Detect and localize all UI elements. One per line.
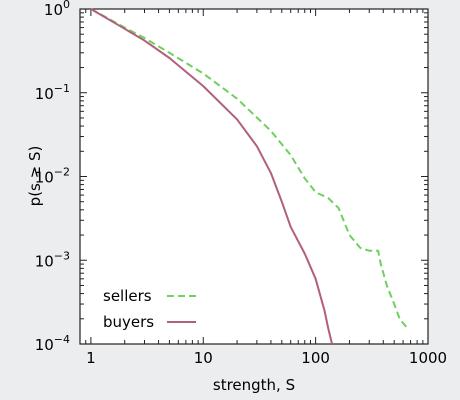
- series-line-buyers: [90, 8, 334, 345]
- x-tick-label: 10: [194, 349, 213, 367]
- x-axis-label: strength, S: [213, 376, 295, 394]
- y-tick-label: 100: [44, 0, 70, 19]
- y-tick-label: 10−1: [35, 82, 70, 103]
- series-layer: [90, 8, 407, 345]
- x-tick-label: 1000: [409, 349, 447, 367]
- y-axis-label: p(s ≥ S): [26, 146, 44, 207]
- legend-label-sellers: sellers: [103, 287, 152, 305]
- legend: sellers buyers: [103, 287, 196, 331]
- series-line-sellers: [90, 8, 407, 328]
- y-tick-label: 10−3: [35, 249, 70, 270]
- x-tick-label: 1: [86, 349, 96, 367]
- plot-frame: [79, 8, 429, 345]
- legend-label-buyers: buyers: [103, 313, 154, 331]
- y-tick-label: 10−2: [35, 166, 70, 187]
- y-tick-label: 10−4: [35, 333, 70, 354]
- ticks: 1 10 100 1000 100 10−1 10−2 10−3 10−4: [35, 0, 447, 367]
- x-tick-label: 100: [301, 349, 330, 367]
